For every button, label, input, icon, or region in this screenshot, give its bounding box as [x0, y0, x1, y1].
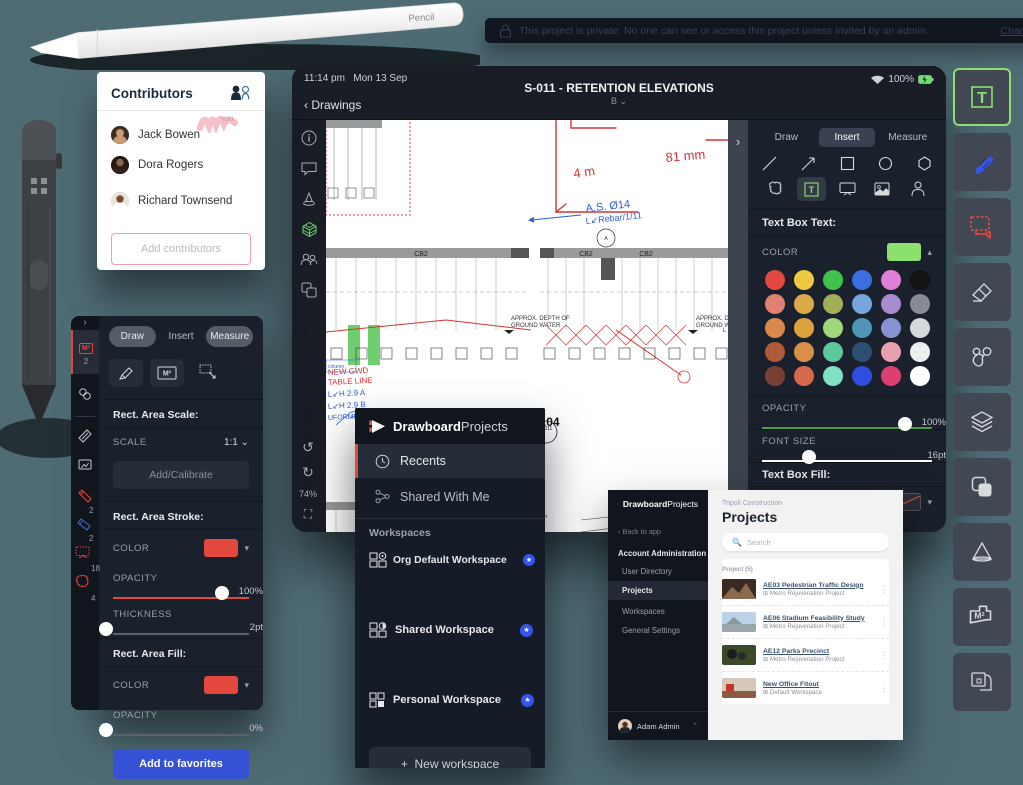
svg-text:TABLE LINE: TABLE LINE [328, 376, 373, 387]
svg-text:APPROX. DEPTH OF: APPROX. DEPTH OF [696, 316, 728, 322]
svg-text:You: You [221, 114, 234, 123]
svg-text:APPROX. DEPTH OF: APPROX. DEPTH OF [511, 316, 570, 322]
svg-text:T: T [809, 185, 815, 195]
svg-text:A: A [604, 236, 608, 242]
svg-text:CB2: CB2 [579, 251, 593, 258]
svg-text:4 m: 4 m [572, 163, 596, 181]
svg-text:T: T [977, 90, 987, 107]
svg-text:L↙H 2.9 A: L↙H 2.9 A [328, 388, 366, 399]
svg-text:M2: M2 [974, 611, 984, 621]
svg-text:CB2: CB2 [639, 251, 653, 258]
svg-text:column: column [328, 364, 344, 370]
svg-text:M²: M² [163, 371, 172, 378]
svg-text:CB2: CB2 [414, 251, 428, 258]
svg-text:GROUND WATER: GROUND WATER [511, 323, 561, 329]
svg-text:81 mm: 81 mm [665, 147, 706, 165]
svg-text:Pencil: Pencil [408, 12, 434, 24]
